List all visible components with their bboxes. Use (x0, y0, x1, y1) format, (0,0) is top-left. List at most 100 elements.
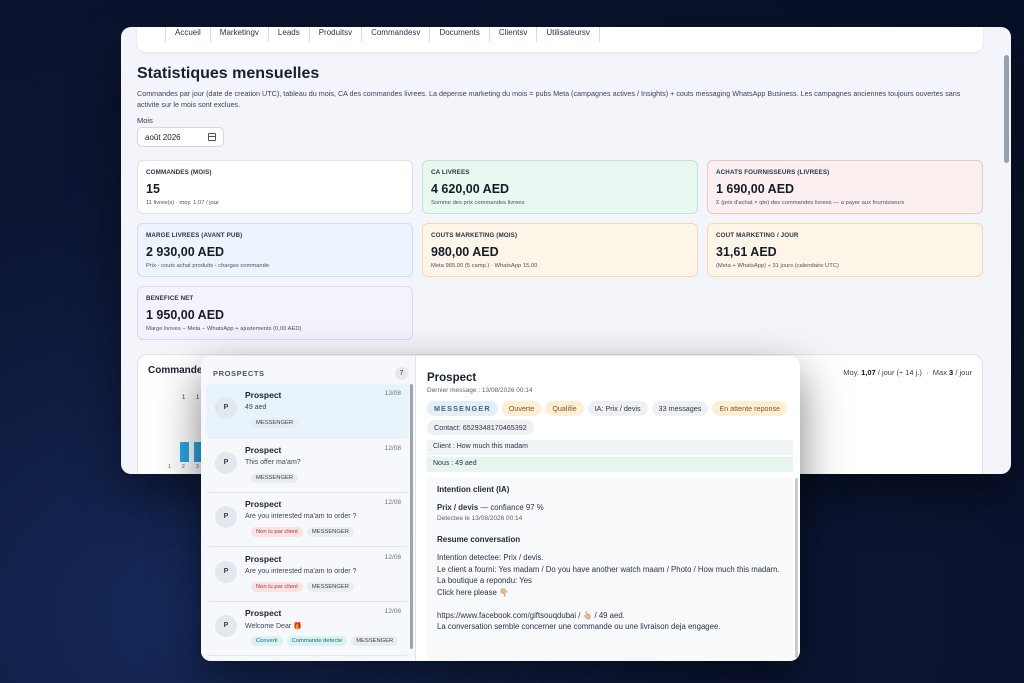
prospect-date: 12/08 (384, 444, 401, 452)
bar-day-label: 3 (196, 464, 199, 470)
resume-line: La boutique a repondu: Yes (437, 576, 532, 585)
prospect-tags: Converti Commande detecte MESSENGER (251, 636, 399, 646)
bar-value-label: 1 (182, 395, 186, 401)
card-sub: Prix - couts achat produits - charges co… (146, 263, 270, 269)
prospect-date: 12/08 (384, 608, 401, 615)
prospect-name: Prospect (245, 444, 282, 455)
month-picker[interactable]: août 2026 (137, 127, 224, 147)
chart-title: Commandes (148, 365, 209, 376)
card-label: ACHATS FOURNISSEURS (LIVREES) (716, 169, 830, 176)
prospect-item[interactable]: P Prospect 12/08 This offer ma'am? MESSENGER (206, 439, 409, 493)
bar[interactable] (194, 442, 203, 462)
card-marge-livrees: MARGE LIVREES (AVANT PUB) 2 930,00 AED P… (137, 223, 413, 277)
prospect-item[interactable]: P Prospect 13/08 49 aed MESSENGER (206, 384, 409, 438)
avatar: P (215, 397, 237, 419)
bar-day-label: 1 (168, 464, 171, 470)
resume-line: La conversation semble concerner une com… (437, 622, 721, 631)
prospect-name: Prospect (245, 553, 282, 564)
card-value: 2 930,00 AED (146, 245, 225, 259)
card-commandes: COMMANDES (MOIS) 15 11 livree(s) · moy. … (137, 160, 413, 214)
page-scrollbar[interactable] (1004, 55, 1009, 163)
detail-scrollbar[interactable] (795, 478, 798, 658)
card-couts-marketing: COUTS MARKETING (MOIS) 980,00 AED Meta 9… (422, 223, 698, 277)
prospects-header: PROSPECTS (213, 369, 265, 378)
prospect-tag: MESSENGER (306, 581, 354, 592)
card-value: 31,61 AED (716, 245, 777, 259)
intention-confidence: — confiance 97 % (478, 503, 544, 512)
prospect-last-message: This offer ma'am? (245, 458, 301, 466)
bar[interactable] (180, 442, 189, 462)
prospect-name: Prospect (245, 390, 282, 400)
detail-title: Prospect (427, 372, 477, 384)
avatar: P (215, 615, 237, 637)
prospect-date: 12/08 (384, 553, 401, 561)
resume-line: Click here please 👇🏼 (437, 587, 509, 597)
status-chip: Ouverte (501, 401, 542, 416)
card-label: MARGE LIVREES (AVANT PUB) (146, 232, 243, 239)
status-chip: Contact: 6529348170465392 (427, 420, 534, 435)
intention-detected: Detectee le 13/08/2026 00:14 (437, 515, 523, 522)
card-benefice-net: BENEFICE NET 1 950,00 AED Marge livrees … (137, 286, 413, 340)
stat-moy-value: 1,07 (861, 368, 876, 377)
nous-message: Nous : 49 aed (427, 457, 793, 472)
avatar: P (215, 451, 237, 474)
prospect-item[interactable]: P Prospect 12/08 Welcome Dear 🎁 Converti Comm… (206, 602, 409, 656)
prospect-name: Prospect (245, 499, 282, 509)
bar-day-label: 2 (182, 464, 185, 470)
nav-item-7[interactable]: Utilisateursv (536, 27, 600, 42)
nav-item-0[interactable]: Accueil (165, 27, 210, 42)
nav-item-3[interactable]: Produitsv (308, 27, 361, 42)
status-chip: IA: Prix / devis (587, 401, 648, 416)
card-sub: Σ (prix d'achat × qte) des commandes liv… (716, 200, 905, 206)
prospect-tag: MESSENGER (251, 472, 299, 483)
conversations-window: PROSPECTS 7 P Prospect 13/08 49 aed MESSENGE… (201, 356, 800, 661)
prospect-item[interactable]: P Prospect 12/08 Are you interested ma'am t… (206, 493, 409, 547)
prospect-tags: MESSENGER (251, 418, 299, 428)
stat-max-prefix: Max (932, 368, 947, 377)
prospect-tag: Non lu par client (251, 527, 303, 537)
card-sub: Meta 965,00 (5 camp.) · WhatsApp 15,00 (431, 263, 538, 269)
ia-intention-box: Intention client (IA) Prix / devis — con… (427, 477, 793, 661)
card-label: BENEFICE NET (146, 295, 194, 302)
top-nav: Accueil Marketingv Leads Produitsv Commandes… (137, 27, 983, 52)
resume-title: Resume conversation (437, 535, 521, 544)
resume-line: https://www.facebook.com/giftsouqdubai /… (437, 610, 625, 620)
page-title: Statistiques mensuelles (137, 65, 320, 82)
nav-item-5[interactable]: Documents (429, 27, 488, 42)
status-chip: Qualifie (545, 401, 584, 416)
card-value: 1 690,00 AED (716, 182, 795, 196)
prospect-date: 12/08 (384, 499, 401, 506)
prospect-last-message: Are you interested ma'am to order ? (245, 513, 357, 520)
calendar-icon[interactable] (208, 133, 216, 141)
card-value: 1 950,00 AED (146, 308, 225, 322)
stat-max-suffix: / jour (955, 368, 972, 377)
avatar: P (215, 506, 237, 528)
card-cout-marketing-jour: COUT MARKETING / JOUR 31,61 AED (Meta + … (707, 223, 983, 277)
nav-item-4[interactable]: Commandesv (361, 27, 429, 42)
bar-value-label: 1 (196, 395, 200, 401)
client-message: Client : How much this madam (427, 440, 793, 455)
intention-line: Prix / devis — confiance 97 % (437, 502, 787, 514)
prospect-tag: MESSENGER (251, 418, 299, 428)
card-value: 980,00 AED (431, 245, 499, 259)
prospect-date: 13/08 (384, 390, 401, 397)
card-label: COUT MARKETING / JOUR (716, 232, 799, 239)
card-achats-fournisseurs: ACHATS FOURNISSEURS (LIVREES) 1 690,00 A… (707, 160, 983, 214)
nav-item-6[interactable]: Clientsv (488, 27, 536, 42)
prospect-tags: MESSENGER (251, 472, 299, 483)
month-label: Mois (137, 116, 153, 125)
card-label: COUTS MARKETING (MOIS) (431, 232, 518, 239)
prospects-count-badge: 7 (395, 367, 408, 380)
stat-moy-suffix: / jour (÷ 14 j.) (877, 368, 922, 377)
prospects-scrollbar[interactable] (410, 384, 413, 649)
prospect-item[interactable]: P Prospect 12/08 Are you interested ma'am t… (206, 548, 409, 602)
avatar: P (215, 560, 237, 583)
intention-title: Intention client (IA) (437, 485, 510, 494)
card-sub: Somme des prix commandes livrees (431, 200, 525, 206)
nav-item-2[interactable]: Leads (267, 27, 309, 42)
card-label: CA LIVREES (431, 169, 470, 176)
prospects-panel: PROSPECTS 7 P Prospect 13/08 49 aed MESSENGE… (201, 356, 416, 661)
prospect-last-message: 49 aed (245, 404, 267, 411)
prospect-last-message: Are you interested ma'am to order ? (245, 567, 357, 575)
nav-item-1[interactable]: Marketingv (209, 27, 268, 42)
